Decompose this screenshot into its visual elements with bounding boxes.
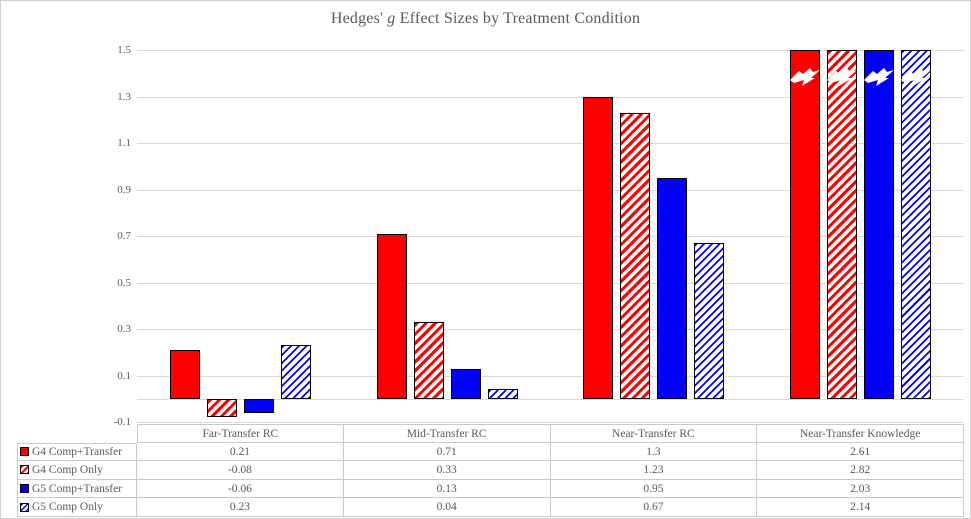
y-tick-label: 0.5 — [117, 276, 131, 289]
table-value-cell: 0.71 — [343, 442, 551, 462]
table-value-cell: 0.33 — [343, 461, 551, 480]
legend-cell: G4 Comp Only — [17, 461, 137, 480]
table-category-header: Mid-Transfer RC — [343, 424, 551, 443]
bar-group — [757, 50, 964, 422]
y-tick-label: 1.3 — [117, 90, 131, 103]
bar — [790, 50, 821, 399]
y-tick-label: 0.1 — [117, 369, 131, 382]
bar — [583, 96, 614, 399]
table-value-cell: 0.67 — [550, 498, 758, 517]
data-table: Far-Transfer RC Mid-Transfer RC Near-Trans… — [17, 424, 964, 517]
table-value-cell: 0.95 — [550, 479, 758, 499]
legend-cell: G5 Comp+Transfer — [17, 479, 137, 499]
gridline — [137, 329, 964, 330]
bar-group — [344, 50, 551, 422]
y-tick-label: 0.3 — [117, 323, 131, 335]
table-value-cell: 0.13 — [343, 479, 551, 499]
bar-group — [137, 50, 344, 422]
legend-label: G5 Comp Only — [32, 501, 103, 514]
plot-area — [137, 50, 964, 423]
gridline — [137, 236, 964, 237]
chart-title-italic-g: g — [387, 10, 396, 27]
table-value-cell: -0.08 — [137, 461, 344, 480]
table-value-cell: 1.23 — [550, 461, 758, 480]
y-tick-label: 1.1 — [117, 137, 131, 149]
chart-title-suffix: Effect Sizes by Treatment Condition — [399, 10, 641, 27]
legend-swatch-red-hatch — [20, 465, 29, 475]
bar — [694, 243, 725, 399]
bar — [243, 398, 274, 413]
chart-title: Hedges' g Effect Sizes by Treatment Cond… — [1, 10, 970, 28]
table-value-cell: 0.04 — [343, 498, 551, 517]
table-value-cell: -0.06 — [137, 479, 344, 499]
gridline — [137, 189, 964, 191]
table-corner-blank-cell — [17, 424, 137, 443]
zero-baseline-gridline — [137, 398, 964, 400]
axis-break-lightning-bolt-icon — [864, 68, 895, 86]
table-category-header: Near-Transfer Knowledge — [757, 424, 964, 443]
table-value-cell: 0.21 — [137, 442, 344, 462]
bar — [376, 233, 407, 399]
legend-label: G4 Comp Only — [32, 463, 103, 476]
axis-break-lightning-bolt-icon — [827, 68, 858, 86]
legend-label: G5 Comp+Transfer — [32, 482, 123, 495]
bar — [169, 349, 200, 399]
bar — [487, 389, 518, 399]
table-value-cell: 2.82 — [757, 461, 964, 480]
bar — [901, 50, 932, 399]
legend-cell: G5 Comp Only — [17, 498, 137, 517]
table-category-header: Far-Transfer RC — [137, 424, 344, 443]
gridline — [137, 422, 964, 423]
gridline — [137, 96, 964, 98]
table-value-cell: 1.3 — [550, 442, 758, 462]
y-tick-label: -0.1 — [113, 416, 131, 428]
axis-break-lightning-bolt-icon — [790, 68, 821, 86]
bar-group — [551, 50, 758, 422]
table-value-cell: 2.03 — [757, 479, 964, 499]
bar — [450, 368, 481, 399]
bar — [280, 345, 311, 399]
legend-swatch-blue-solid — [20, 484, 29, 494]
gridline — [137, 143, 964, 144]
table-value-cell: 0.23 — [137, 498, 344, 517]
chart-title-prefix: Hedges' — [330, 10, 384, 27]
gridline — [137, 375, 964, 377]
axis-break-lightning-bolt-icon — [901, 68, 932, 86]
bar — [206, 398, 237, 418]
legend-cell: G4 Comp+Transfer — [17, 442, 137, 462]
y-tick-label: 1.5 — [117, 44, 131, 56]
gridline — [137, 282, 964, 284]
legend-swatch-blue-hatch — [20, 502, 29, 512]
legend-swatch-red-solid — [20, 447, 29, 457]
y-tick-label: 0.7 — [117, 230, 131, 242]
bar — [827, 50, 858, 399]
bar — [657, 177, 688, 399]
bar — [413, 322, 444, 399]
table-category-header: Near-Transfer RC — [550, 424, 758, 443]
table-value-cell: 2.61 — [757, 442, 964, 462]
legend-label: G4 Comp+Transfer — [32, 445, 123, 458]
bar — [620, 112, 651, 399]
bar — [864, 50, 895, 399]
table-value-cell: 2.14 — [757, 498, 964, 517]
y-tick-label: 0.9 — [117, 183, 131, 196]
gridline — [137, 50, 964, 51]
